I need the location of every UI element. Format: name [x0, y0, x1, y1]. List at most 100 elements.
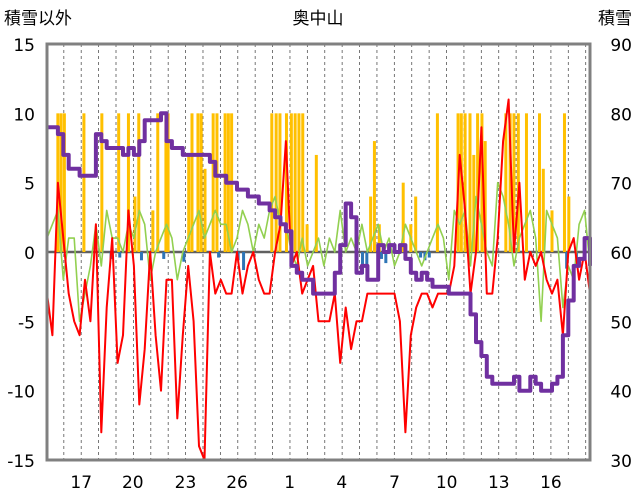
right-tick-label: 80	[610, 105, 632, 125]
right-tick-label: 50	[610, 313, 632, 333]
bar	[274, 113, 278, 252]
bar	[468, 113, 472, 252]
bar	[297, 113, 301, 252]
left-axis-label: 積雪以外	[4, 9, 72, 29]
bar	[459, 113, 463, 252]
bar	[550, 210, 554, 252]
bar	[126, 113, 130, 252]
bar	[301, 113, 305, 252]
bar	[289, 113, 293, 252]
bar	[278, 113, 282, 252]
bar	[217, 252, 221, 258]
chart-title: 奥中山	[293, 9, 344, 29]
plot-frame	[45, 42, 592, 462]
bar	[166, 113, 170, 252]
x-tick-label: 10	[436, 473, 458, 493]
x-tick-label: 7	[389, 473, 400, 493]
left-tick-label: -15	[7, 452, 35, 472]
bar	[372, 141, 376, 252]
bars-layer	[56, 113, 578, 275]
bar	[565, 252, 569, 269]
bar	[524, 113, 528, 252]
x-tick-label: 17	[70, 473, 92, 493]
bar	[516, 113, 520, 252]
x-tick-label: 1	[284, 473, 295, 493]
bar	[215, 113, 219, 252]
bar	[508, 113, 512, 252]
bar	[137, 113, 141, 252]
left-tick-label: 0	[24, 244, 35, 264]
bar	[139, 252, 143, 261]
bar	[164, 113, 168, 252]
bar	[314, 154, 318, 252]
bar	[541, 168, 545, 252]
x-axis-tick-labels: 17 20 23 26 1 4 7 10 13 16	[70, 473, 561, 493]
bar	[483, 141, 487, 252]
x-tick-label: 13	[488, 473, 510, 493]
bar	[419, 252, 423, 258]
bar	[379, 252, 383, 259]
bar	[162, 252, 166, 259]
x-tick-label: 4	[336, 473, 347, 493]
bar	[435, 113, 439, 252]
bar	[284, 113, 288, 252]
bar	[151, 210, 155, 252]
bar	[414, 196, 418, 252]
series-line	[46, 181, 591, 323]
right-tick-label: 40	[610, 383, 632, 403]
series-line	[47, 111, 592, 393]
right-tick-label: 30	[610, 452, 632, 472]
bar	[117, 113, 121, 252]
bar	[293, 113, 297, 252]
bar	[384, 252, 388, 264]
right-tick-label: 90	[610, 36, 632, 56]
lines-layer	[46, 98, 592, 461]
bar	[100, 113, 104, 252]
x-tick-label: 16	[540, 473, 562, 493]
bar	[242, 252, 246, 271]
series-line	[46, 98, 591, 461]
bar	[82, 113, 86, 252]
bar	[538, 113, 542, 252]
left-tick-label: 15	[13, 36, 35, 56]
bar	[118, 252, 122, 258]
left-tick-label: 5	[24, 175, 35, 195]
bar	[190, 113, 194, 252]
bar	[427, 252, 431, 258]
bar	[187, 154, 191, 252]
x-tick-label: 26	[226, 473, 248, 493]
bar	[365, 252, 369, 268]
bar	[305, 224, 309, 252]
bar	[504, 113, 508, 252]
bar	[199, 113, 203, 252]
bar	[567, 196, 571, 252]
bar	[211, 113, 215, 252]
bar	[476, 113, 480, 252]
bar	[270, 113, 274, 252]
right-axis-label: 積雪	[598, 9, 632, 29]
right-tick-label: 70	[610, 175, 632, 195]
bar	[480, 113, 484, 252]
bar	[369, 196, 373, 252]
bar	[156, 113, 160, 252]
left-tick-label: 10	[13, 105, 35, 125]
bar	[203, 168, 207, 252]
x-tick-label: 23	[175, 473, 197, 493]
right-tick-label: 60	[610, 244, 632, 264]
bar	[59, 113, 63, 252]
bar	[463, 113, 467, 252]
left-axis-tick-labels: 15 10 5 0 -5 -10 -15	[7, 36, 35, 472]
left-tick-label: -5	[18, 313, 35, 333]
bar	[62, 113, 66, 252]
bar	[472, 154, 476, 252]
bar	[401, 182, 405, 252]
bar	[562, 113, 566, 252]
bar	[360, 252, 364, 275]
right-axis-tick-labels: 90 80 70 60 50 40 30	[610, 36, 632, 472]
x-tick-label: 20	[122, 473, 144, 493]
bar	[182, 252, 186, 262]
left-tick-label: -10	[7, 383, 35, 403]
bar	[512, 113, 516, 252]
bar	[377, 224, 381, 252]
